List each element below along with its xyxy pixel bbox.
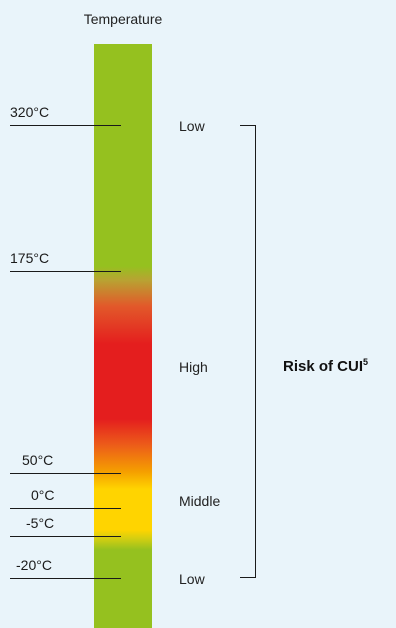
tick-label-50: 50°C bbox=[22, 452, 54, 468]
risk-level-low-top: Low bbox=[179, 118, 205, 134]
risk-of-cui-title: Risk of CUI5 bbox=[283, 357, 369, 376]
risk-level-high: High bbox=[179, 359, 208, 375]
risk-level-middle: Middle bbox=[179, 493, 221, 509]
temperature-title: Temperature bbox=[83, 11, 163, 27]
temperature-gradient-bar bbox=[94, 44, 152, 628]
tick-line-50 bbox=[10, 473, 121, 474]
tick-line-0 bbox=[10, 508, 121, 509]
tick-label-175: 175°C bbox=[10, 250, 50, 266]
tick-line-175 bbox=[10, 271, 121, 272]
footnote-marker: 5 bbox=[363, 357, 369, 367]
tick-line-minus20 bbox=[10, 578, 121, 579]
risk-title-text: Risk of CUI bbox=[283, 358, 364, 375]
tick-line-320 bbox=[10, 125, 121, 126]
tick-label-0: 0°C bbox=[31, 487, 55, 503]
tick-label-minus20: -20°C bbox=[16, 557, 52, 573]
tick-label-320: 320°C bbox=[10, 104, 50, 120]
tick-line-minus5 bbox=[10, 536, 121, 537]
tick-label-minus5: -5°C bbox=[26, 515, 55, 531]
risk-level-low-bottom: Low bbox=[179, 571, 205, 587]
risk-range-bracket bbox=[240, 125, 256, 578]
